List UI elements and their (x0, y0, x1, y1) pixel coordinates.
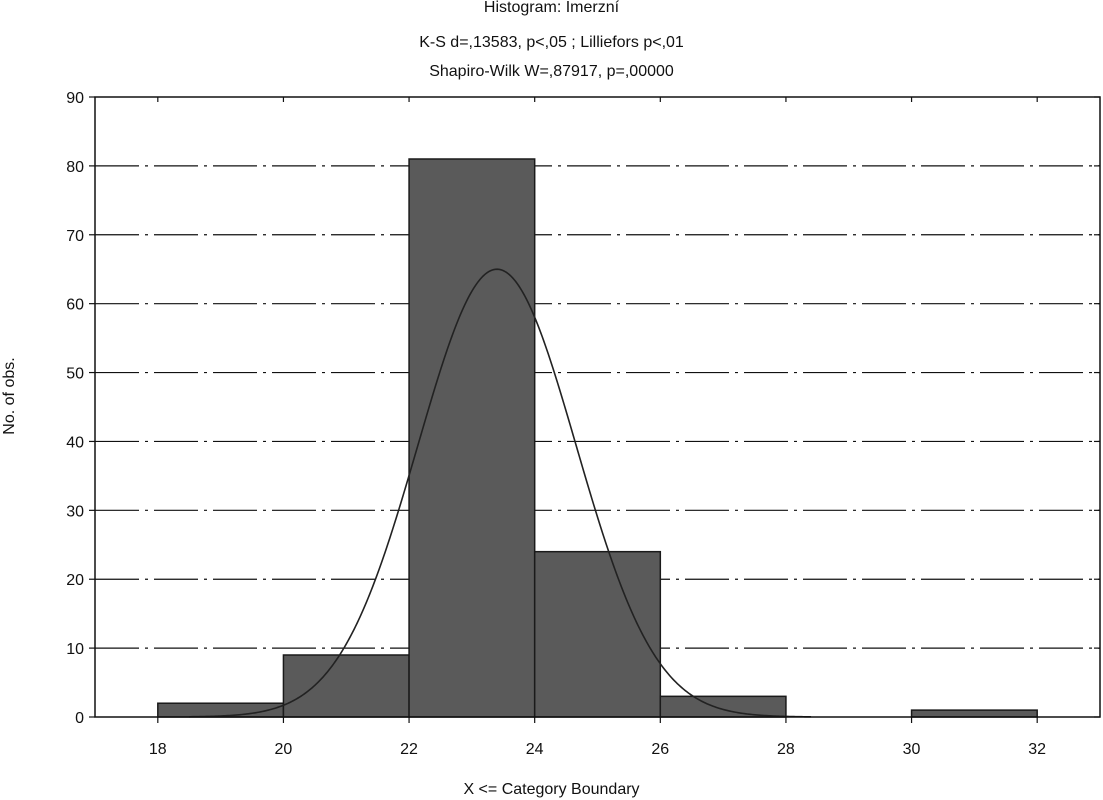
y-tick-label: 60 (66, 297, 84, 314)
x-tick-label: 18 (149, 741, 167, 758)
y-tick-label: 10 (66, 641, 84, 658)
histogram-bar (910, 709, 1038, 718)
x-tick-label: 26 (651, 741, 669, 758)
x-tick-label: 24 (526, 741, 544, 758)
y-tick-label: 50 (66, 366, 84, 383)
x-tick-label: 32 (1028, 741, 1046, 758)
x-tick-label: 22 (400, 741, 418, 758)
y-tick-label: 30 (66, 503, 84, 520)
y-tick-label: 40 (66, 434, 84, 451)
histogram-bar (157, 702, 285, 718)
y-tick-label: 20 (66, 572, 84, 589)
y-tick-label: 70 (66, 228, 84, 245)
y-tick-label: 0 (75, 710, 84, 727)
histogram-bar (533, 550, 662, 718)
chart-title: Histogram: Imerzní (483, 0, 620, 16)
normal-curve (189, 268, 812, 718)
x-tick-label: 20 (275, 741, 293, 758)
x-axis-label: X <= Category Boundary (463, 781, 640, 798)
histogram-bar (282, 654, 410, 718)
y-axis-label: No. of obs. (1, 357, 18, 435)
plot-frame (94, 96, 1101, 718)
chart-subtitle-ks: K-S d=,13583, p<,05 ; Lilliefors p<,01 (419, 34, 684, 51)
histogram-bar (659, 695, 787, 718)
x-tick-label: 28 (777, 741, 795, 758)
histogram-bar (408, 158, 536, 718)
y-tick-label: 80 (66, 159, 84, 176)
y-tick-label: 90 (66, 90, 84, 107)
x-tick-label: 30 (903, 741, 921, 758)
chart-subtitle-shapiro: Shapiro-Wilk W=,87917, p=,00000 (429, 63, 674, 80)
